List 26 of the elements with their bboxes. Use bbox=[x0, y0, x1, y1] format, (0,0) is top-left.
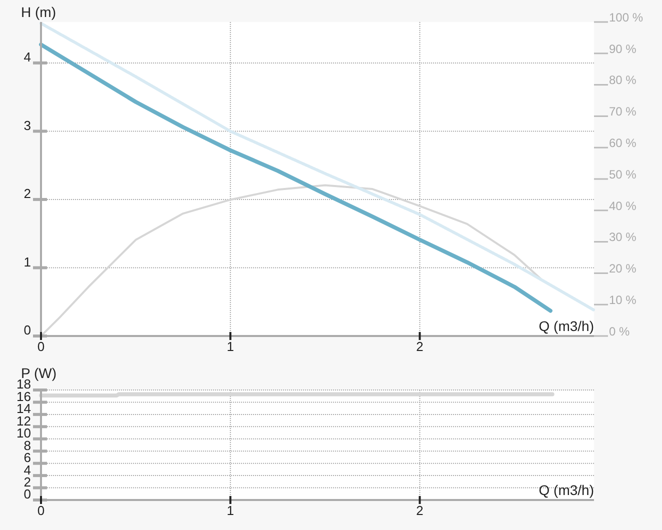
y2-tick-label: 50 % bbox=[609, 167, 637, 182]
x-axis-title: Q (m3/h) bbox=[538, 318, 594, 334]
y-axis-title: H (m) bbox=[21, 4, 56, 20]
y2-tick-label: 90 % bbox=[609, 42, 637, 56]
y2-tick-label: 30 % bbox=[609, 230, 637, 244]
y2-tick-label: 100 % bbox=[609, 10, 644, 24]
y2-tick-label: 40 % bbox=[609, 198, 637, 213]
y2-tick-label: 80 % bbox=[609, 73, 637, 88]
y-tick-label: 2 bbox=[24, 186, 31, 202]
x-tick-label: 1 bbox=[226, 339, 234, 354]
y2-tick-label: 20 % bbox=[609, 262, 637, 276]
x-tick-label: 1 bbox=[226, 503, 234, 518]
y-tick-label: 4 bbox=[24, 50, 31, 65]
y2-tick-label: 0 % bbox=[609, 324, 630, 338]
x-tick-label: 0 bbox=[37, 503, 45, 518]
x-tick-label: 2 bbox=[416, 503, 424, 518]
x-axis-title: Q (m3/h) bbox=[538, 482, 594, 498]
y-tick-label: 0 bbox=[24, 322, 31, 338]
x-tick-label: 0 bbox=[37, 339, 45, 354]
y2-tick-label: 60 % bbox=[609, 136, 637, 150]
y-tick-label: 3 bbox=[24, 118, 31, 133]
x-tick-label: 2 bbox=[416, 339, 424, 354]
y2-tick-label: 70 % bbox=[609, 104, 637, 119]
y-tick-label: 1 bbox=[24, 254, 31, 270]
y2-tick-label: 10 % bbox=[609, 293, 637, 307]
y-tick-label: 0 bbox=[24, 486, 31, 502]
